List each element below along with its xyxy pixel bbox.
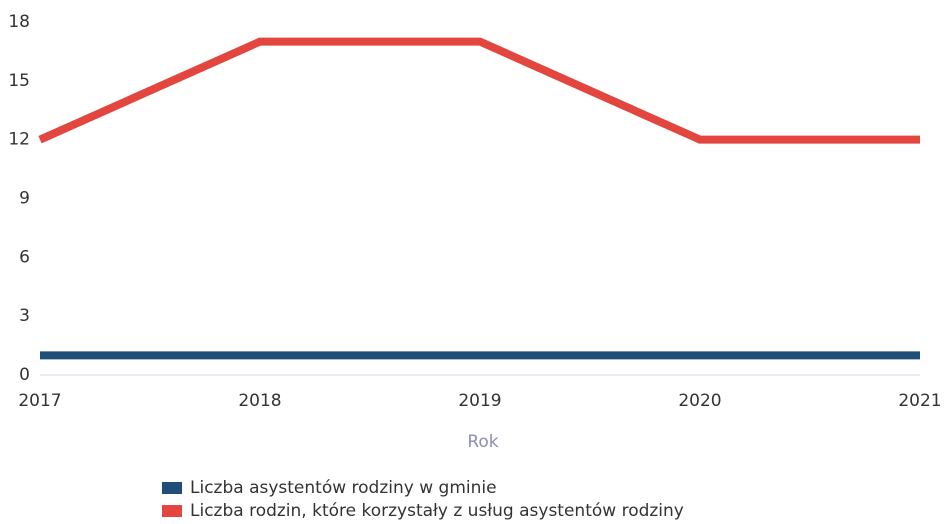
x-tick-label: 2020 <box>678 391 721 411</box>
line-series <box>38 37 920 144</box>
x-tick-label: 2017 <box>18 391 61 411</box>
x-axis-label: Rok <box>467 432 498 452</box>
y-tick-label: 12 <box>8 130 30 150</box>
x-tick-label: 2021 <box>898 391 941 411</box>
legend-label: Liczba asystentów rodziny w gminie <box>190 478 497 498</box>
x-tick-label: 2019 <box>458 391 501 411</box>
y-tick-label: 3 <box>19 306 30 326</box>
x-tick-label: 2018 <box>238 391 281 411</box>
legend-swatch <box>162 505 182 517</box>
y-tick-label: 6 <box>19 247 30 267</box>
legend-label: Liczba rodzin, które korzystały z usług … <box>190 501 684 521</box>
y-tick-label: 15 <box>8 71 30 91</box>
y-tick-label: 0 <box>19 365 30 385</box>
y-tick-label: 18 <box>8 12 30 32</box>
legend-swatch <box>162 482 182 494</box>
y-tick-label: 9 <box>19 189 30 209</box>
